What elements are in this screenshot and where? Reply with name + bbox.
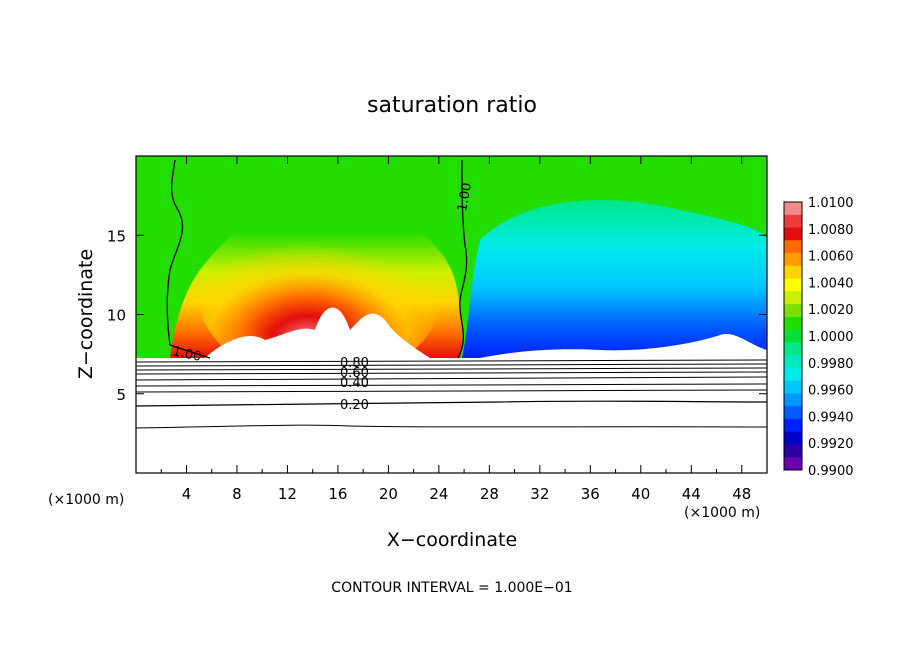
- x-tick-label: 48: [732, 485, 751, 503]
- colorbar-label: 0.9980: [808, 357, 854, 372]
- x-unit-right: (×1000 m): [684, 505, 760, 521]
- colorbar-swatch: [784, 253, 802, 267]
- colorbar: 1.0100 1.0080 1.0060 1.0040 1.0020 1.0000 0.99…: [783, 196, 854, 479]
- saturation-field: [136, 156, 767, 358]
- colorbar-swatch: [784, 278, 802, 292]
- colorbar-swatch: [784, 227, 802, 241]
- colorbar-swatch: [784, 457, 802, 471]
- colorbar-swatch: [784, 240, 802, 254]
- x-tick-label: 20: [379, 485, 398, 503]
- colorbar-label: 0.9940: [808, 410, 854, 425]
- colorbar-swatch: [784, 316, 802, 331]
- y-axis-label: Z−coordinate: [75, 249, 97, 379]
- x-tick-label: 44: [682, 485, 701, 503]
- colorbar-label: 1.0100: [808, 196, 854, 211]
- contour-label-0.60: 0.60: [340, 366, 369, 381]
- x-axis-label: X−coordinate: [387, 529, 517, 551]
- colorbar-label: 1.0000: [808, 330, 854, 345]
- contour-label-0.20: 0.20: [340, 398, 369, 413]
- contour-label-0.40: 0.40: [340, 376, 369, 391]
- colorbar-swatch: [784, 291, 802, 305]
- chart-title: saturation ratio: [367, 93, 537, 118]
- y-tick-label: 15: [107, 227, 126, 245]
- colorbar-swatch: [784, 431, 802, 445]
- x-unit-left: (×1000 m): [48, 492, 124, 508]
- colorbar-frame: [783, 201, 803, 471]
- x-tick-label: 36: [581, 485, 600, 503]
- colorbar-label: 1.0020: [808, 303, 854, 318]
- contour-label-1-right: 1.00: [455, 182, 475, 213]
- colorbar-swatch: [784, 214, 802, 229]
- x-tick-label: 32: [530, 485, 549, 503]
- x-tick-label: 16: [328, 485, 347, 503]
- colorbar-swatch: [784, 393, 802, 407]
- y-axis: 5 10 15: [107, 227, 767, 404]
- contour-1-right: [457, 159, 468, 359]
- x-tick-label: 24: [429, 485, 448, 503]
- colorbar-label: 1.0060: [808, 250, 854, 265]
- colorbar-swatch: [784, 367, 802, 382]
- x-axis: 4 8 12 16 20 24 28 32 36 40 44 48: [160, 156, 751, 503]
- colorbar-swatch: [784, 304, 802, 318]
- colorbar-swatch: [784, 342, 802, 356]
- x-tick-label: 4: [182, 485, 192, 503]
- below-cloud-contours: [135, 359, 768, 429]
- colorbar-label: 1.0040: [808, 276, 854, 291]
- colorbar-swatch: [784, 202, 802, 216]
- x-tick-label: 12: [278, 485, 297, 503]
- y-tick-label: 5: [116, 386, 126, 404]
- colorbar-swatch: [784, 355, 802, 369]
- x-tick-label: 40: [631, 485, 650, 503]
- colorbar-swatch: [784, 265, 802, 280]
- x-tick-label: 8: [232, 485, 242, 503]
- y-tick-label: 10: [107, 307, 126, 325]
- colorbar-swatch: [784, 406, 802, 420]
- colorbar-swatch: [784, 418, 802, 433]
- colorbar-label: 0.9960: [808, 384, 854, 399]
- colorbar-label: 1.0080: [808, 223, 854, 238]
- colorbar-swatch: [784, 444, 802, 458]
- colorbar-swatch: [784, 329, 802, 343]
- colorbar-label: 0.9900: [808, 464, 854, 479]
- contour-label-0.80: 0.80: [340, 356, 369, 371]
- contour-1-left: [166, 159, 211, 359]
- contour-interval-note: CONTOUR INTERVAL = 1.000E−01: [331, 580, 572, 596]
- contour-label-1-left: 1.00: [171, 344, 202, 365]
- x-tick-label: 28: [480, 485, 499, 503]
- colorbar-swatch: [784, 380, 802, 394]
- colorbar-label: 0.9920: [808, 437, 854, 452]
